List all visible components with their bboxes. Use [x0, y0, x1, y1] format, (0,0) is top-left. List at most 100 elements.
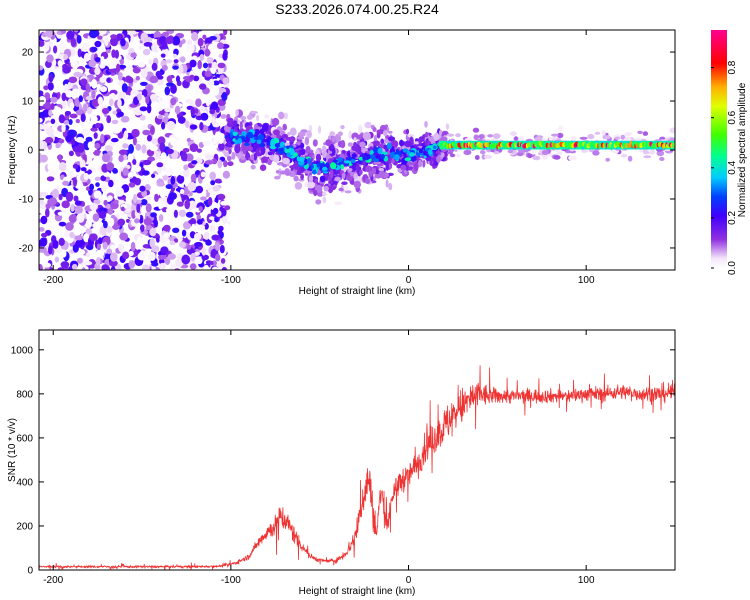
colorbar-tick-label: 0.6 — [727, 110, 738, 124]
spectrogram-cell — [303, 170, 312, 174]
spectrogram-cell — [472, 127, 480, 133]
spectrogram-cell — [74, 226, 81, 233]
spectrogram-cell — [68, 76, 78, 84]
spectrogram-cell — [298, 131, 306, 137]
spectrogram-cell — [110, 252, 118, 262]
spectrogram-cell — [142, 124, 148, 130]
spectrogram-cell — [181, 254, 191, 265]
spectrogram-y-ticks: -20 -10 0 10 20 — [19, 48, 675, 254]
spectrogram-cell — [154, 219, 158, 228]
spectrogram-cell — [47, 162, 57, 172]
spectrogram-cell — [177, 116, 186, 124]
spectrogram-cell — [189, 124, 198, 130]
spectrogram-cell — [184, 199, 191, 210]
spectrogram-cell — [294, 182, 303, 190]
spectrogram-cell — [180, 188, 185, 194]
spectrogram-cell — [277, 162, 283, 166]
spectrogram-cell — [232, 131, 238, 136]
spectrogram-cell — [279, 170, 287, 175]
spectrogram-cell — [211, 266, 219, 270]
spectrogram-cell — [351, 153, 357, 158]
spectrogram-cell — [58, 138, 65, 144]
spectrogram-cell — [659, 157, 665, 161]
spectrogram-cell — [273, 154, 280, 163]
spectrogram-cell — [39, 154, 48, 163]
spectrogram-cell — [196, 219, 203, 225]
spectrogram-cell — [116, 263, 122, 270]
spectrogram-cell — [314, 178, 318, 183]
spectrogram-cell — [142, 48, 151, 56]
spectrogram-cell — [209, 260, 214, 266]
spectrogram-cell — [440, 152, 445, 158]
spectrogram-cell — [346, 152, 350, 156]
spectrogram-cell — [194, 232, 202, 241]
spectrogram-cells — [39, 30, 675, 270]
spectrogram-cell — [279, 141, 284, 149]
spectrogram-cell — [604, 135, 611, 140]
spectrogram-cell — [411, 155, 417, 162]
spectrogram-cell — [64, 110, 71, 116]
spectrogram-cell — [134, 178, 141, 186]
spectrogram-cell — [205, 37, 213, 44]
spectrogram-cell — [364, 178, 371, 184]
spectrogram-cell — [115, 187, 125, 197]
spectrogram-cell — [348, 130, 352, 139]
spectrogram-cell — [151, 261, 159, 267]
spectrogram-cell — [390, 140, 399, 148]
spectrogram-cell — [61, 124, 66, 133]
spectrogram-cell — [221, 266, 228, 270]
spectrogram-cell — [77, 142, 85, 153]
spectrogram-cell — [207, 196, 213, 206]
spectrogram-cell — [317, 125, 322, 134]
spectrogram-cell — [240, 116, 247, 121]
spectrogram-cell — [205, 154, 214, 159]
spectrogram-cell — [581, 149, 588, 153]
spectrogram-cell — [222, 52, 228, 61]
spectrogram-cell — [63, 54, 68, 60]
spectrogram-cell — [428, 149, 433, 155]
spectrogram-cell — [190, 252, 196, 262]
spectrogram-cell — [48, 267, 54, 270]
spectrogram-cell — [80, 249, 86, 255]
spectrogram-cell — [191, 160, 198, 165]
spectrogram-cell — [99, 76, 106, 83]
spectrogram-cell — [170, 139, 179, 147]
spectrogram-cell — [176, 233, 182, 241]
spectrogram-cell — [221, 92, 228, 102]
spectrogram-cell — [368, 170, 373, 178]
spectrogram-cell — [322, 166, 328, 171]
spectrogram-cell — [39, 117, 43, 123]
spectrogram-cell — [146, 134, 152, 142]
spectrogram-cell — [484, 154, 493, 159]
spectrogram-cell — [196, 148, 202, 153]
spectrogram-cell — [637, 130, 643, 134]
spectrogram-cell — [191, 31, 199, 42]
spectrogram-cell — [48, 73, 54, 83]
spectrogram-cell — [232, 120, 238, 126]
spectrogram-cell — [231, 151, 236, 160]
spectrogram-cell — [393, 154, 400, 161]
spectrogram-cell — [353, 180, 361, 189]
spectrogram-cell — [534, 136, 543, 142]
spectrogram-cell — [137, 93, 142, 101]
spectrogram-cell — [296, 136, 305, 140]
spectrogram-cell — [307, 157, 312, 164]
spectrogram-cell — [39, 105, 44, 111]
spectrogram-cell — [322, 150, 327, 159]
spectrogram-cell — [75, 136, 85, 143]
spectrogram-cell — [126, 218, 130, 223]
spectrogram-cell — [306, 130, 312, 139]
spectrogram-cell — [85, 252, 91, 258]
spectrogram-cell — [404, 140, 412, 148]
spectrogram-cell — [179, 64, 184, 74]
spectrogram-cell — [413, 162, 419, 172]
spectrogram-cell — [70, 37, 77, 47]
spectrogram-cell — [109, 260, 118, 267]
spectrogram-cell — [42, 262, 51, 268]
spectrogram-cell — [245, 146, 254, 152]
spectrogram-cell — [97, 96, 104, 106]
spectrogram-cell — [76, 213, 85, 223]
spectrogram-cell — [68, 265, 73, 270]
spectrogram-cell — [155, 267, 161, 270]
spectrogram-cell — [407, 134, 415, 138]
